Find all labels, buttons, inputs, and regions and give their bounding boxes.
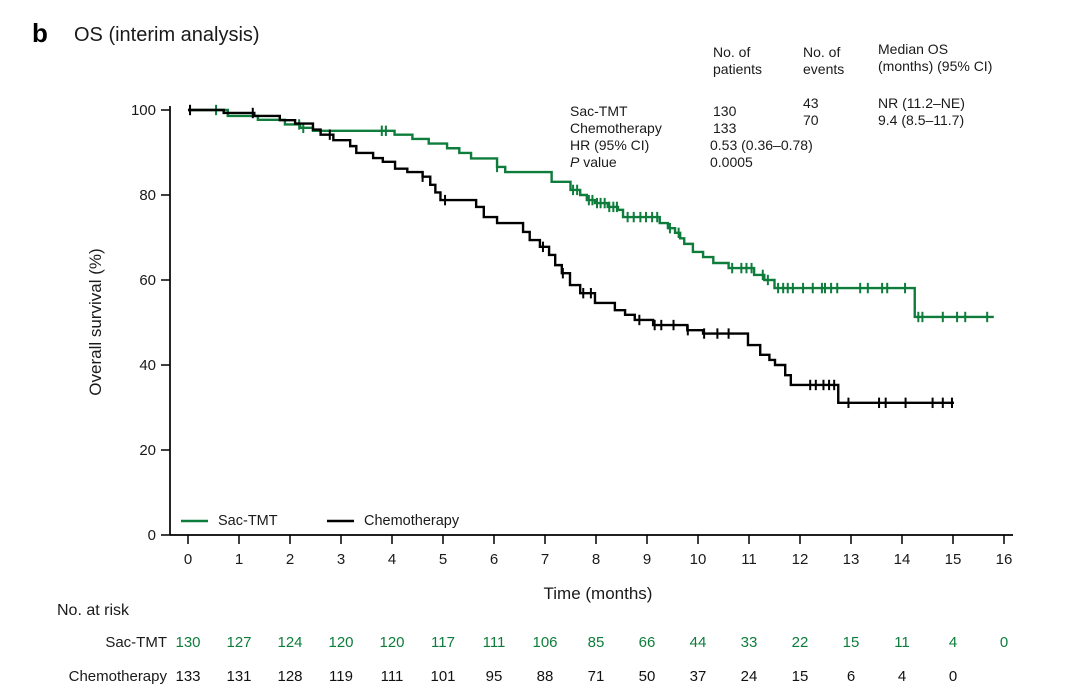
risk-value-chemotherapy-m9: 50 (638, 668, 656, 685)
risk-value-chemotherapy-m0: 133 (175, 668, 201, 685)
stats-hr-value: 0.53 (0.36–0.78) (710, 137, 813, 153)
x-tick-label-13: 13 (842, 551, 860, 568)
y-tick-label-20: 20 (139, 442, 156, 459)
risk-value-sac-tmt-m1: 127 (226, 634, 252, 651)
panel-title: OS (interim analysis) (74, 24, 260, 46)
x-tick-label-6: 6 (489, 551, 499, 568)
x-tick-label-8: 8 (591, 551, 601, 568)
x-tick-label-11: 11 (741, 551, 757, 568)
x-axis-title: Time (months) (543, 584, 653, 603)
y-axis-title: Overall survival (%) (86, 248, 105, 396)
risk-table-title: No. at risk (57, 602, 130, 619)
risk-value-sac-tmt-m3: 120 (328, 634, 354, 651)
risk-value-chemotherapy-m2: 128 (277, 668, 303, 685)
risk-value-sac-tmt-m12: 22 (791, 634, 809, 651)
risk-value-sac-tmt-m9: 66 (638, 634, 656, 651)
risk-value-chemotherapy-m8: 71 (587, 668, 605, 685)
col-header-events-line2: events (803, 61, 845, 77)
col-header-median-line2: (months) (95% CI) (878, 58, 993, 74)
risk-value-chemotherapy-m4: 111 (380, 668, 404, 685)
y-tick-label-60: 60 (139, 272, 156, 289)
stats-median-chemotherapy: 9.4 (8.5–11.7) (878, 112, 965, 128)
stats-patients-sac-tmt: 130 (713, 103, 737, 119)
x-tick-label-12: 12 (791, 551, 809, 568)
risk-value-sac-tmt-m15: 4 (948, 634, 958, 651)
risk-value-sac-tmt-m11: 33 (740, 634, 758, 651)
risk-value-sac-tmt-m5: 117 (431, 634, 455, 651)
legend-label-chemotherapy: Chemotherapy (364, 513, 460, 529)
risk-value-chemotherapy-m6: 95 (485, 668, 503, 685)
y-tick-label-100: 100 (130, 102, 156, 119)
x-tick-label-3: 3 (336, 551, 346, 568)
x-tick-label-15: 15 (944, 551, 962, 568)
risk-value-chemotherapy-m14: 4 (897, 668, 907, 685)
risk-value-sac-tmt-m8: 85 (587, 634, 605, 651)
risk-value-chemotherapy-m12: 15 (791, 668, 809, 685)
risk-value-chemotherapy-m15: 0 (948, 668, 958, 685)
x-tick-label-1: 1 (234, 551, 244, 568)
risk-value-chemotherapy-m13: 6 (846, 668, 856, 685)
x-tick-label-0: 0 (183, 551, 193, 568)
risk-value-chemotherapy-m10: 37 (689, 668, 707, 685)
risk-value-sac-tmt-m2: 124 (277, 634, 303, 651)
x-tick-label-16: 16 (995, 551, 1013, 568)
risk-value-sac-tmt-m10: 44 (689, 634, 707, 651)
x-tick-label-2: 2 (285, 551, 295, 568)
x-tick-label-10: 10 (689, 551, 707, 568)
x-tick-label-14: 14 (893, 551, 911, 568)
col-header-events-line1: No. of (803, 44, 841, 60)
stats-median-sac-tmt: NR (11.2–NE) (878, 95, 965, 111)
col-header-median-line1: Median OS (878, 41, 949, 57)
risk-value-chemotherapy-m7: 88 (536, 668, 554, 685)
stats-p-label-rest: value (579, 154, 617, 170)
x-tick-label-9: 9 (642, 551, 652, 568)
risk-value-sac-tmt-m13: 15 (842, 634, 860, 651)
risk-value-sac-tmt-m7: 106 (532, 634, 558, 651)
stats-patients-chemotherapy: 133 (713, 120, 737, 136)
x-tick-label-7: 7 (540, 551, 550, 568)
y-tick-label-80: 80 (139, 187, 156, 204)
risk-value-sac-tmt-m4: 120 (379, 634, 405, 651)
risk-value-sac-tmt-m0: 130 (175, 634, 201, 651)
risk-row-label-chemotherapy: Chemotherapy (68, 668, 167, 685)
panel-letter: b (32, 18, 48, 48)
stats-events-sac-tmt: 43 (803, 95, 819, 111)
stats-hr-label: HR (95% CI) (570, 137, 650, 153)
stats-p-label-italic: P (570, 154, 580, 170)
x-tick-label-4: 4 (387, 551, 397, 568)
risk-value-chemotherapy-m11: 24 (740, 668, 758, 685)
col-header-patients-line2: patients (713, 61, 763, 77)
col-header-patients-line1: No. of (713, 44, 751, 60)
risk-value-sac-tmt-m14: 11 (894, 634, 910, 651)
risk-value-sac-tmt-m16: 0 (999, 634, 1009, 651)
stats-p-value: 0.0005 (710, 154, 753, 170)
x-tick-label-5: 5 (438, 551, 448, 568)
risk-value-sac-tmt-m6: 111 (482, 634, 506, 651)
survival-curve-chemotherapy (188, 108, 955, 405)
y-tick-label-40: 40 (139, 357, 156, 374)
risk-value-chemotherapy-m5: 101 (430, 668, 456, 685)
stats-p-label: P value (570, 154, 617, 170)
y-tick-label-0: 0 (147, 527, 156, 544)
stats-events-chemotherapy: 70 (803, 112, 819, 128)
risk-value-chemotherapy-m1: 131 (226, 668, 252, 685)
risk-row-label-sac-tmt: Sac-TMT (105, 634, 167, 651)
survival-curve-sac-tmt (188, 108, 994, 319)
risk-value-chemotherapy-m3: 119 (329, 668, 353, 685)
stats-row-label-sac-tmt: Sac-TMT (570, 103, 628, 119)
stats-row-label-chemotherapy: Chemotherapy (570, 120, 662, 136)
legend-label-sac-tmt: Sac-TMT (218, 513, 278, 529)
